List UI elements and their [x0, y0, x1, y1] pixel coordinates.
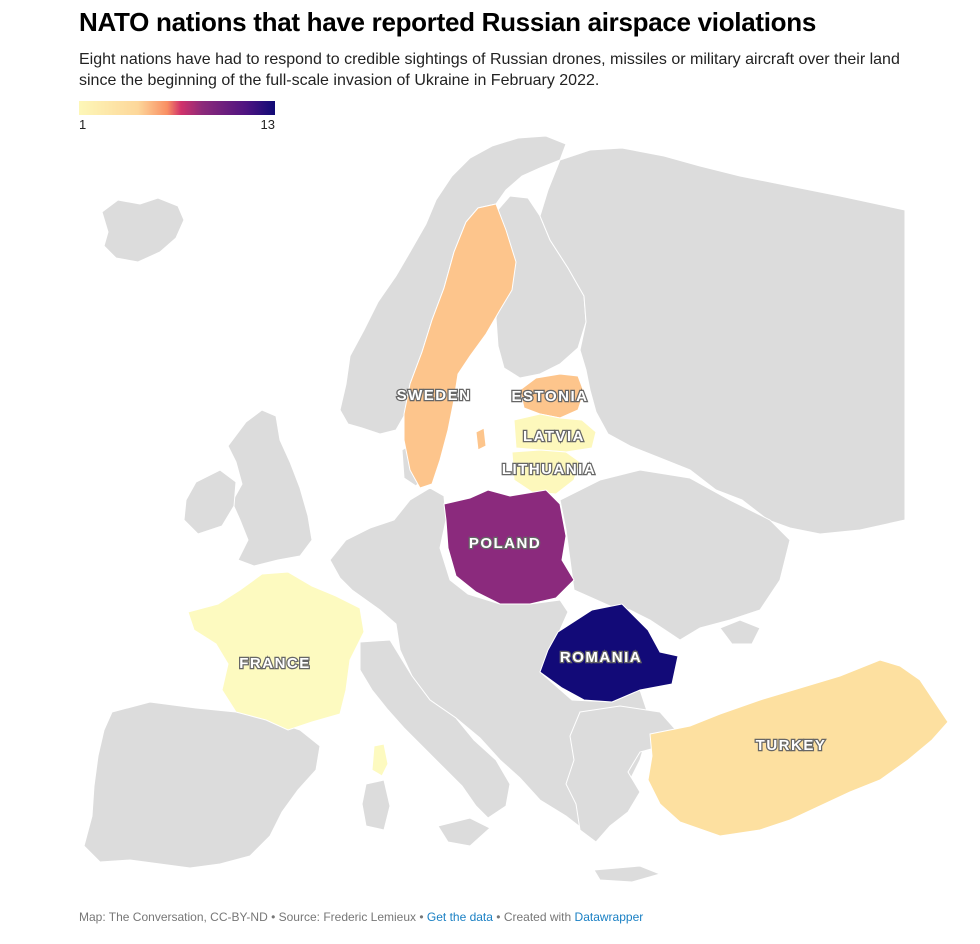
ireland-shape [183, 469, 237, 535]
legend-min-label: 1 [79, 117, 87, 132]
country-lithuania[interactable] [511, 449, 581, 495]
sicily-shape [437, 817, 491, 847]
uk-shape [227, 409, 313, 567]
country-romania[interactable] [539, 603, 679, 703]
legend-gradient-bar [79, 101, 275, 115]
label-romania: ROMANIA [560, 649, 642, 666]
iceland-shape [101, 197, 185, 263]
russia-shape [539, 147, 906, 535]
label-lithuania: LITHUANIA [502, 461, 596, 478]
color-legend: 1 13 [79, 101, 275, 132]
created-with-text: Created with [503, 910, 572, 924]
label-turkey: TURKEY [756, 737, 827, 754]
country-labels: SWEDEN ESTONIA LATVIA LITHUANIA POLAND F… [238, 386, 827, 756]
page-subtitle: Eight nations have had to respond to cre… [79, 51, 900, 89]
country-france[interactable] [187, 571, 365, 731]
get-the-data-link[interactable]: Get the data [426, 910, 493, 924]
highlighted-countries [187, 203, 949, 837]
footer-separator: • [492, 910, 504, 924]
footer-separator: • [267, 910, 279, 924]
country-sweden[interactable] [403, 203, 517, 489]
sardinia-shape [361, 779, 391, 831]
legend-max-label: 13 [260, 117, 275, 132]
greece-bulgaria-shape [565, 705, 677, 843]
country-poland[interactable] [443, 489, 575, 605]
belarus-ukraine-shape [559, 469, 791, 641]
footer-credits: Map: The Conversation, CC-BY-ND • Source… [79, 910, 643, 924]
legend-labels: 1 13 [79, 115, 275, 132]
background-countries [83, 135, 906, 883]
crete-shape [593, 865, 662, 883]
country-latvia[interactable] [513, 413, 597, 453]
label-france: FRANCE [239, 655, 311, 672]
corsica-shape [371, 743, 389, 777]
country-turkey[interactable] [647, 659, 949, 837]
crimea-shape [719, 619, 761, 645]
datawrapper-link[interactable]: Datawrapper [574, 910, 644, 924]
label-estonia: ESTONIA [512, 388, 589, 405]
page-title: NATO nations that have reported Russian … [79, 7, 816, 37]
label-poland: POLAND [469, 535, 541, 552]
footer-separator: • [416, 910, 427, 924]
source-credit: Source: Frederic Lemieux [278, 910, 417, 924]
italy-shape [359, 639, 511, 819]
country-estonia[interactable] [519, 373, 585, 419]
label-latvia: LATVIA [523, 428, 585, 445]
label-sweden: SWEDEN [397, 387, 472, 404]
gotland-shape [475, 427, 487, 451]
map-credit: Map: The Conversation, CC-BY-ND [79, 910, 268, 924]
